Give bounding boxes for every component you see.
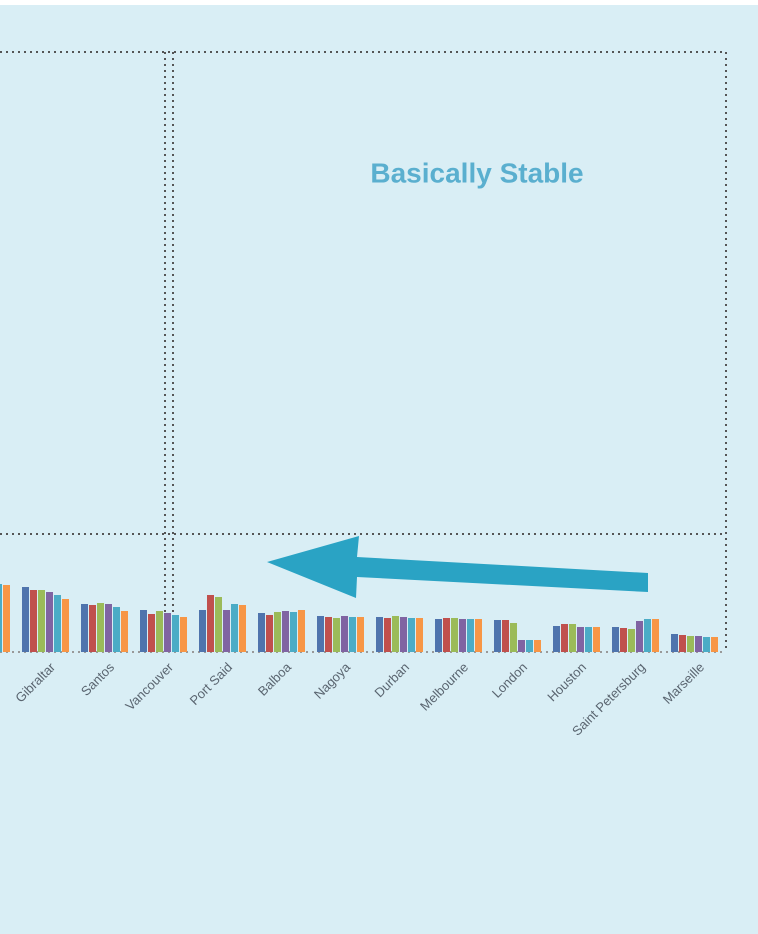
background [0, 5, 758, 934]
bar [620, 628, 627, 652]
bar [290, 612, 297, 652]
bar [695, 636, 702, 652]
bar [671, 634, 678, 652]
bar [467, 619, 474, 652]
bar [510, 623, 517, 652]
bar [38, 590, 45, 652]
bar [62, 599, 69, 652]
bar [215, 597, 222, 652]
bar [274, 612, 281, 652]
bar [54, 595, 61, 652]
bar [349, 617, 356, 652]
bar [408, 618, 415, 652]
bar [140, 610, 147, 652]
bar [475, 619, 482, 652]
bar [113, 607, 120, 652]
bar [494, 620, 501, 652]
bar [569, 624, 576, 652]
bar [392, 616, 399, 652]
bar [644, 619, 651, 652]
bar [416, 618, 423, 652]
bar [46, 592, 53, 652]
bar [172, 615, 179, 652]
bar [679, 635, 686, 652]
bar [266, 615, 273, 652]
bar [593, 627, 600, 652]
bar [199, 610, 206, 652]
bar [0, 584, 2, 652]
arrow [267, 536, 648, 598]
bar [636, 621, 643, 652]
bar [97, 603, 104, 652]
bar [231, 604, 238, 652]
bar [711, 637, 718, 652]
bar [585, 627, 592, 652]
bar [400, 617, 407, 652]
bar [282, 611, 289, 652]
bar [577, 627, 584, 652]
bar [553, 626, 560, 652]
bar [451, 618, 458, 652]
bar [239, 605, 246, 652]
bar [534, 640, 541, 652]
bar [384, 618, 391, 652]
bar [148, 614, 155, 652]
bar [22, 587, 29, 652]
bar [156, 611, 163, 652]
bar [333, 618, 340, 652]
bar [89, 605, 96, 652]
bar [502, 620, 509, 652]
bar [526, 640, 533, 652]
bar [121, 611, 128, 652]
bar [357, 617, 364, 652]
bar [325, 617, 332, 652]
bar [652, 619, 659, 652]
bar [164, 613, 171, 652]
bar [223, 610, 230, 652]
annotation: Basically Stable [370, 157, 583, 188]
bar [105, 604, 112, 652]
bar [518, 640, 525, 652]
bar [30, 590, 37, 652]
bar [459, 619, 466, 652]
bar [612, 627, 619, 652]
bar [341, 616, 348, 652]
bar [687, 636, 694, 652]
bar [258, 613, 265, 652]
bar [207, 595, 214, 652]
bar [628, 629, 635, 652]
bar [81, 604, 88, 652]
bar [317, 616, 324, 652]
bar [703, 637, 710, 652]
bar [443, 618, 450, 652]
bar [376, 617, 383, 652]
bar [561, 624, 568, 652]
bar [298, 610, 305, 652]
bar [435, 619, 442, 652]
bar [3, 585, 10, 652]
bar [180, 617, 187, 652]
